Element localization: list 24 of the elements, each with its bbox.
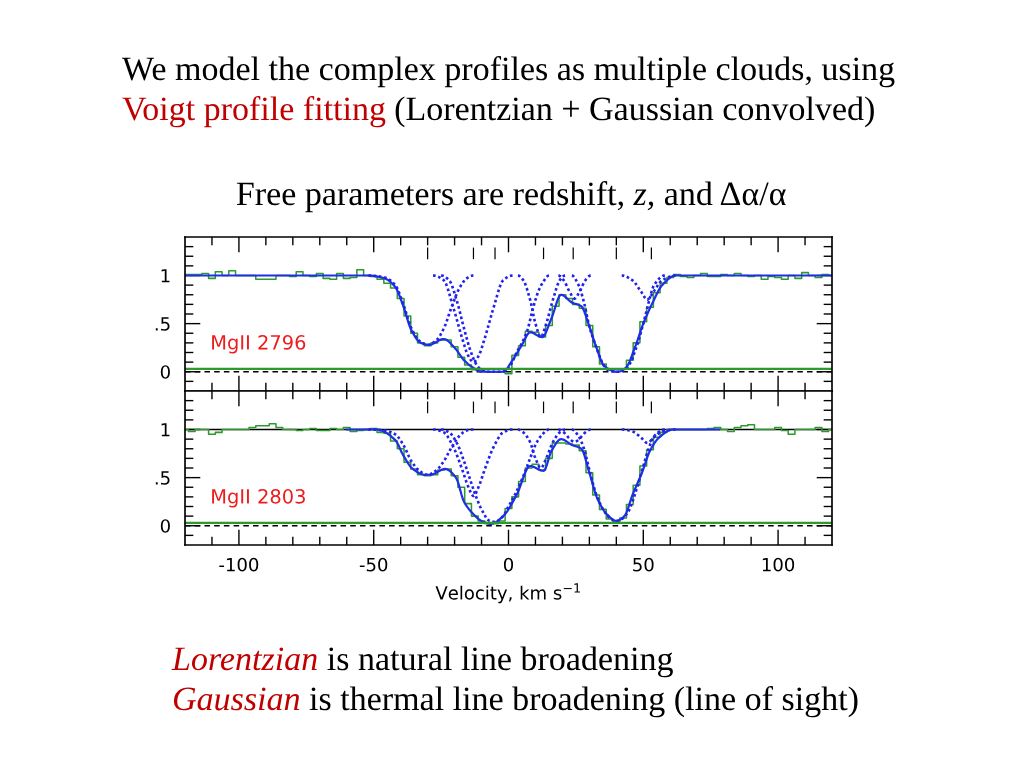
- y-tick-label: .5: [155, 317, 170, 331]
- x-tick-label: 50: [633, 557, 654, 572]
- text: and Δα/α: [664, 181, 786, 206]
- y-tick-label: 1: [161, 269, 170, 283]
- x-tick-label: 100: [762, 557, 795, 572]
- y-tick-label: .5: [155, 471, 170, 485]
- x-axis-title: Velocity, km s$^{−1}$: [435, 583, 580, 604]
- text: Voigt profile fitting: [122, 96, 386, 128]
- text: Free parameters are redshift,: [236, 181, 623, 213]
- x-tick-label: -50: [359, 557, 388, 572]
- y-tick-label: 0: [160, 519, 170, 533]
- text: (Lorentzian + Gaussian convolved): [395, 96, 874, 128]
- text: is natural line broadening: [327, 646, 673, 678]
- x-tick-label: 0: [503, 557, 514, 572]
- text: MgII 2803: [212, 488, 305, 508]
- text: Lorentzian: [171, 647, 317, 671]
- x-tick-label: -100: [219, 557, 259, 572]
- text: Gaussian: [173, 687, 300, 711]
- text: MgII 2796: [212, 334, 306, 354]
- y-tick-label: 0: [160, 365, 170, 379]
- text: is thermal line broadening (line of sight): [309, 686, 858, 718]
- text: We model the complex profiles as multiple clouds, using: [122, 56, 895, 88]
- text: z,: [633, 189, 654, 211]
- y-tick-label: 1: [161, 423, 170, 437]
